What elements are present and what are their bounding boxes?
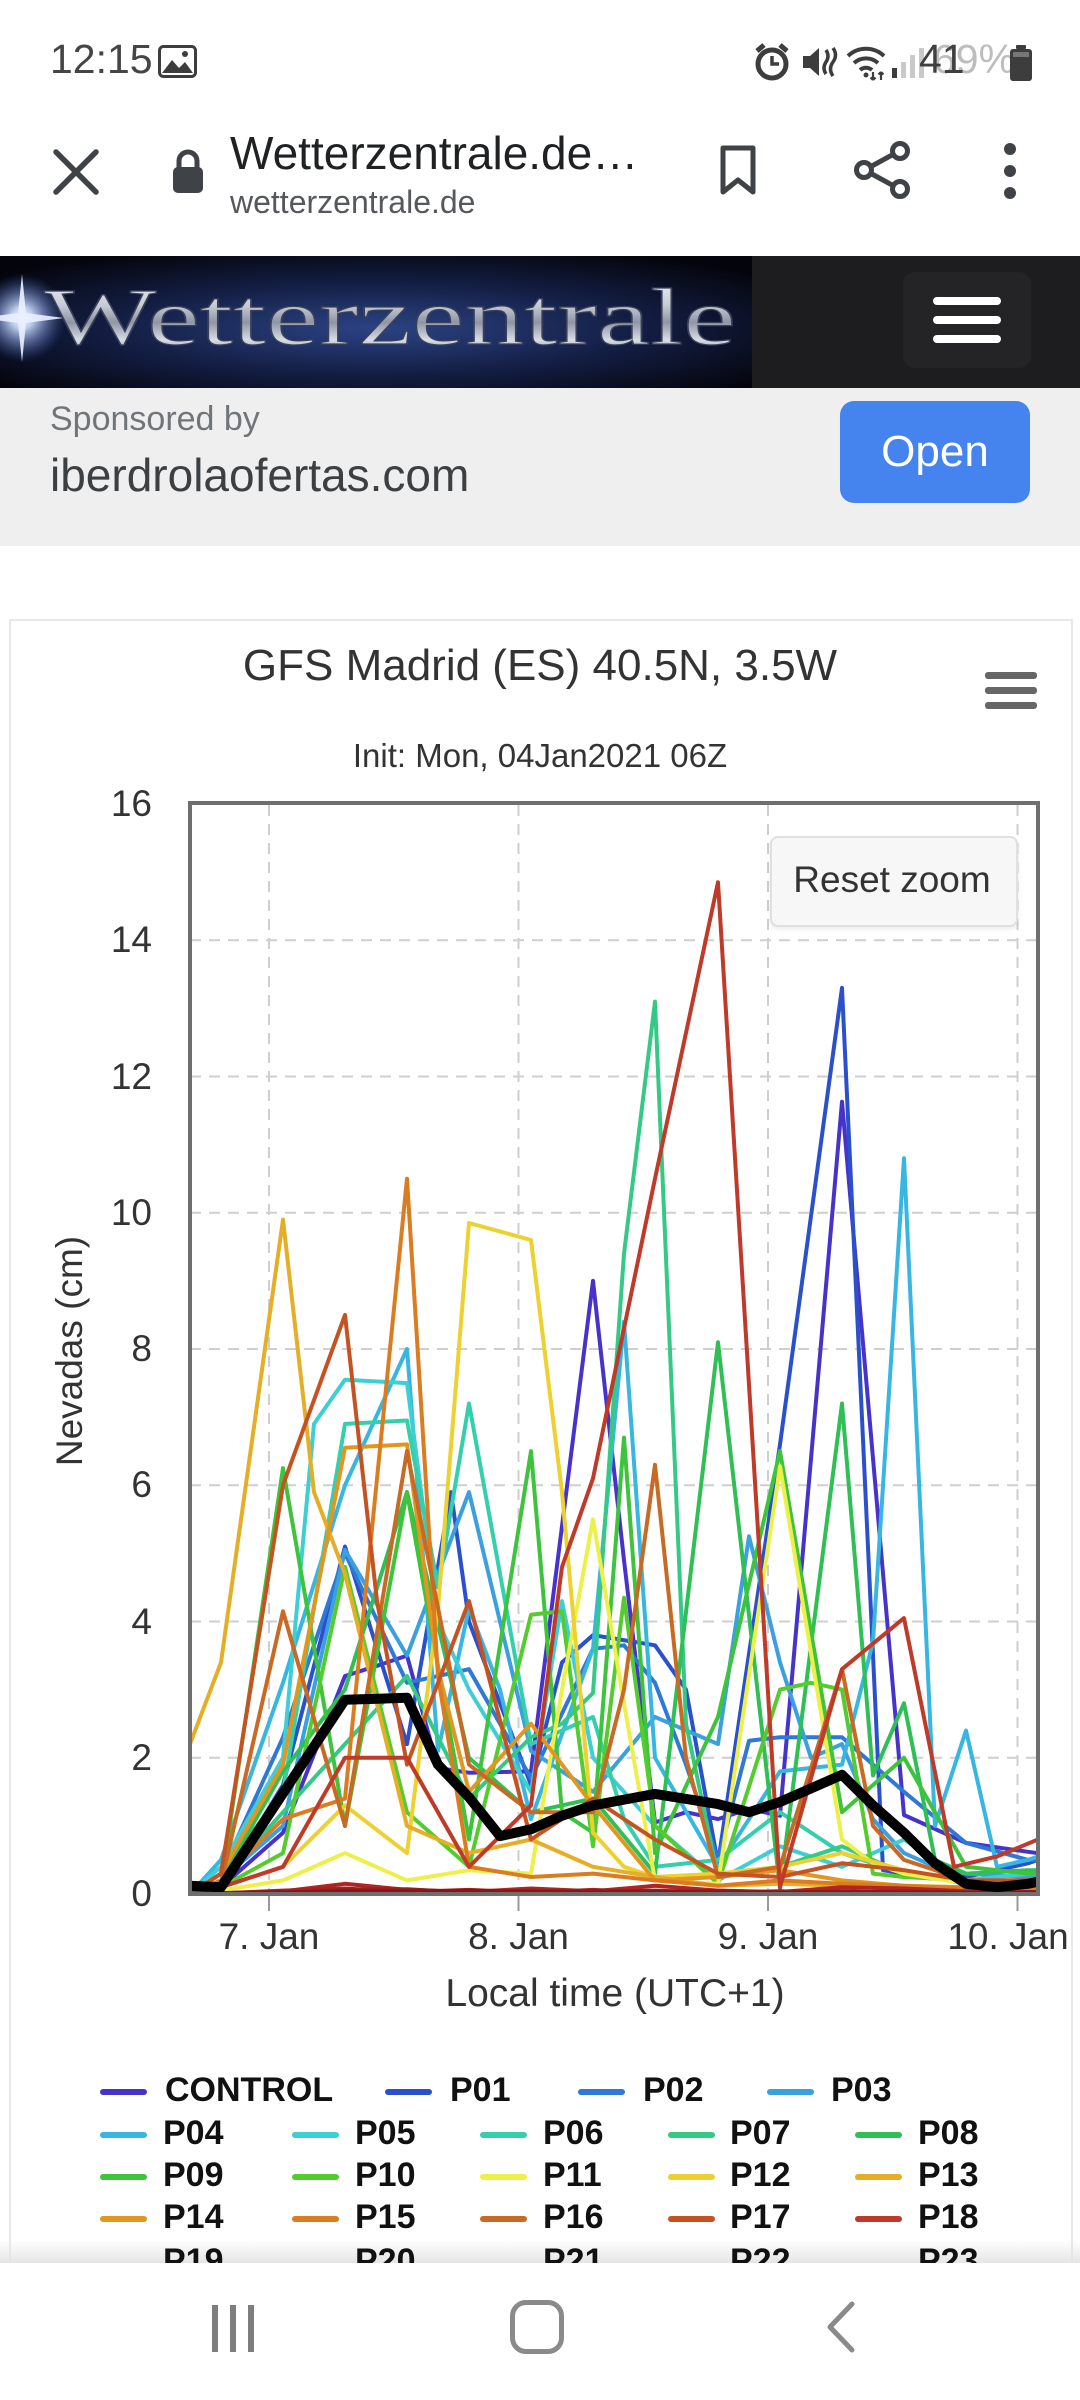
svg-text:Wetterzentrale: Wetterzentrale xyxy=(44,274,736,362)
